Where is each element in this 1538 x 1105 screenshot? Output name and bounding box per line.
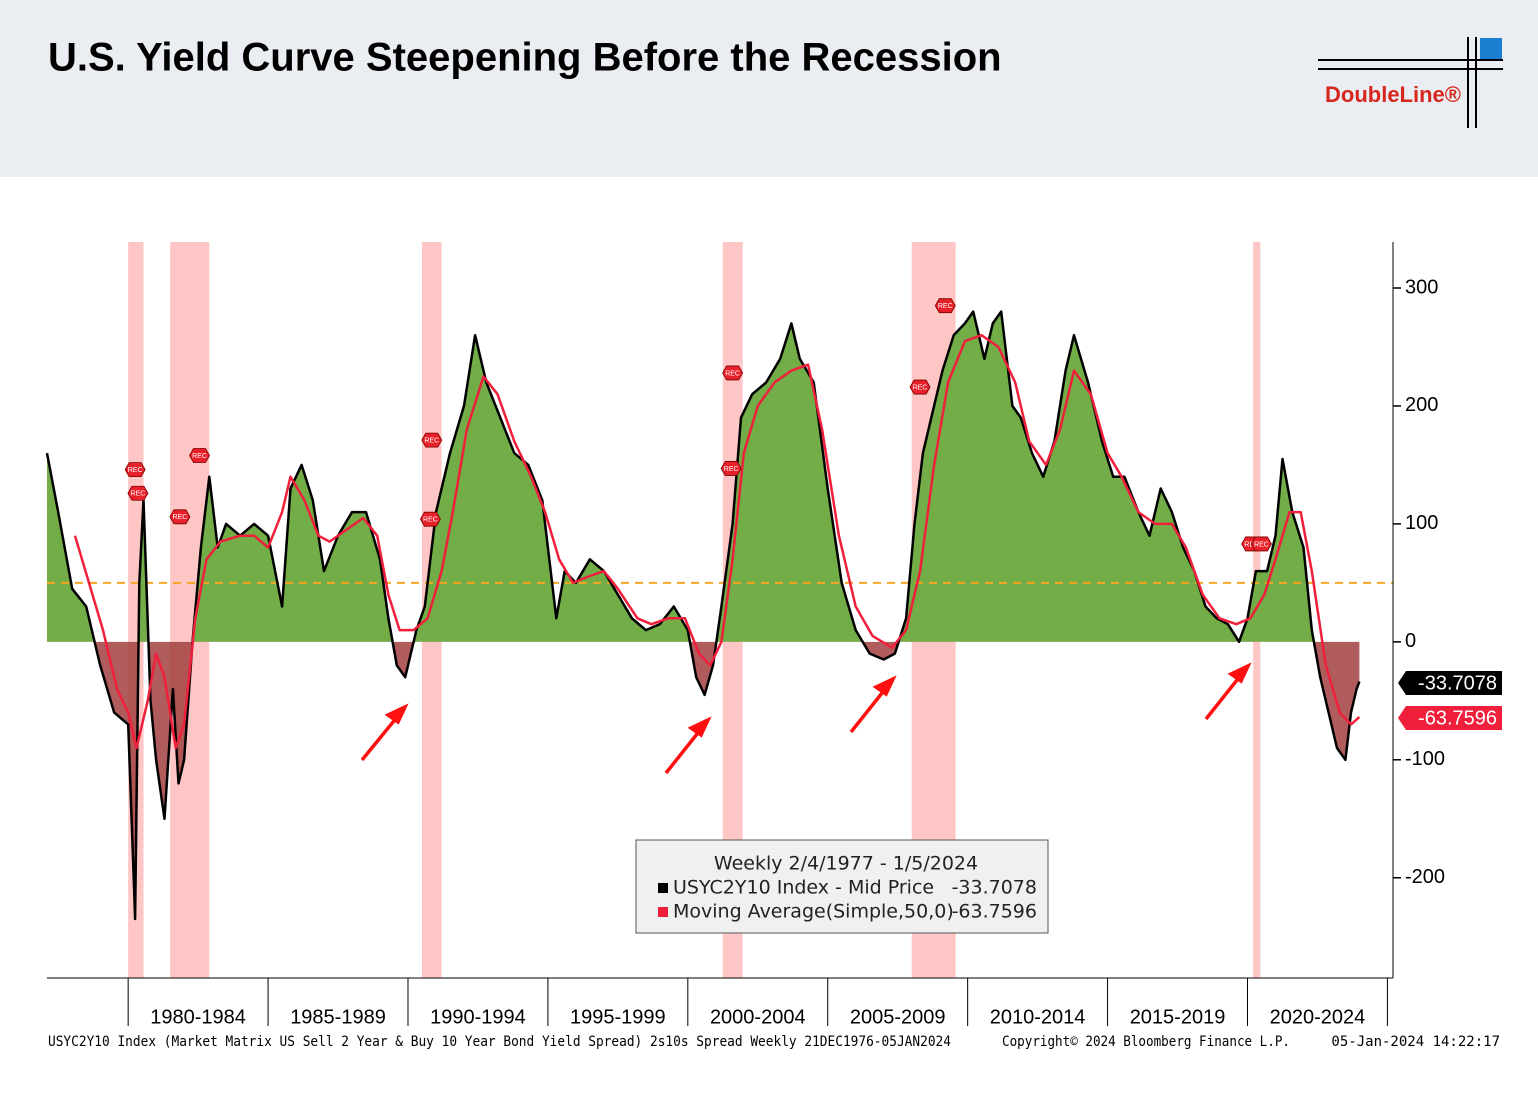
arrow	[360, 714, 400, 762]
rec-marker	[421, 432, 443, 448]
chart-title: U.S. Yield Curve Steepening Before the R…	[48, 36, 1002, 80]
last-value-label: -63.7596	[1418, 707, 1497, 729]
rec-marker	[720, 461, 742, 476]
series-line	[45, 310, 1361, 921]
legend-entry: Moving Average(Simple,50,0)	[673, 901, 954, 923]
logo-text: DoubleLine®	[1325, 82, 1461, 107]
arrow	[664, 727, 703, 775]
last-value-label: -33.7078	[1418, 672, 1497, 694]
x-category-label: 2000-2004	[710, 1006, 806, 1028]
y-tick-label: 0	[1405, 630, 1416, 652]
rec-marker	[189, 448, 210, 463]
rec-marker	[722, 365, 744, 381]
rec-label: REC	[173, 514, 188, 521]
legend-entry: USYC2Y10 Index - Mid Price	[673, 877, 934, 899]
rec-marker	[124, 462, 146, 478]
arrow	[1204, 673, 1243, 721]
logo: DoubleLine®	[1318, 37, 1503, 128]
rec-label: REC	[423, 517, 438, 524]
arrow-head	[872, 675, 897, 697]
y-tick-label: 200	[1405, 394, 1438, 416]
rec-label: REC	[192, 453, 207, 460]
rec-label: REC	[424, 437, 439, 444]
header-band	[0, 0, 1538, 177]
footer-copyright: Copyright© 2024 Bloomberg Finance L.P.	[1002, 1034, 1290, 1050]
x-category-label: 1990-1994	[430, 1006, 526, 1028]
x-category-label: 1995-1999	[570, 1006, 666, 1028]
footer-source: USYC2Y10 Index (Market Matrix US Sell 2 …	[48, 1034, 951, 1050]
rec-label: REC	[913, 384, 928, 391]
footer-timestamp: 05-Jan-2024 14:22:17	[1331, 1034, 1500, 1050]
legend-box	[635, 839, 1049, 934]
rec-label: REC	[938, 303, 953, 310]
legend-value: -33.7078	[952, 877, 1037, 899]
rec-label: REC	[128, 467, 143, 474]
y-tick-label: 100	[1405, 512, 1438, 534]
rec-marker	[127, 485, 149, 501]
arrow-head	[384, 703, 409, 725]
series-line	[73, 333, 1361, 750]
rec-marker	[419, 511, 441, 527]
area-positive	[47, 311, 1360, 642]
y-tick-label: -100	[1405, 748, 1445, 770]
arrows	[360, 662, 1252, 775]
rec-label: REC	[725, 370, 740, 377]
x-category-label: 1985-1989	[290, 1006, 386, 1028]
rec-label: REC	[1254, 541, 1269, 548]
x-category-label: 2010-2014	[990, 1006, 1086, 1028]
x-category-label: 2020-2024	[1270, 1006, 1366, 1028]
y-tick-label: 300	[1405, 276, 1438, 298]
x-category-label: 2005-2009	[850, 1006, 946, 1028]
arrow-head	[687, 716, 712, 738]
x-category-label: 1980-1984	[150, 1006, 246, 1028]
rec-marker	[909, 379, 931, 395]
rec-marker	[169, 509, 191, 525]
arrow	[849, 686, 888, 734]
logo-square	[1480, 38, 1502, 59]
rec-marker	[1251, 536, 1272, 552]
last-value-tag	[1398, 706, 1502, 730]
y-tick-label: -200	[1405, 866, 1445, 888]
legend-swatch	[658, 883, 668, 893]
rec-label: REC	[131, 491, 146, 498]
last-value-tag	[1398, 671, 1502, 695]
legend-title: Weekly 2/4/1977 - 1/5/2024	[714, 853, 978, 875]
rec-marker	[934, 298, 956, 314]
legend-value: -63.7596	[952, 901, 1037, 923]
rec-label: REC	[724, 466, 739, 473]
legend-swatch	[658, 907, 668, 917]
x-category-label: 2015-2019	[1130, 1006, 1226, 1028]
arrow-head	[1227, 662, 1252, 684]
